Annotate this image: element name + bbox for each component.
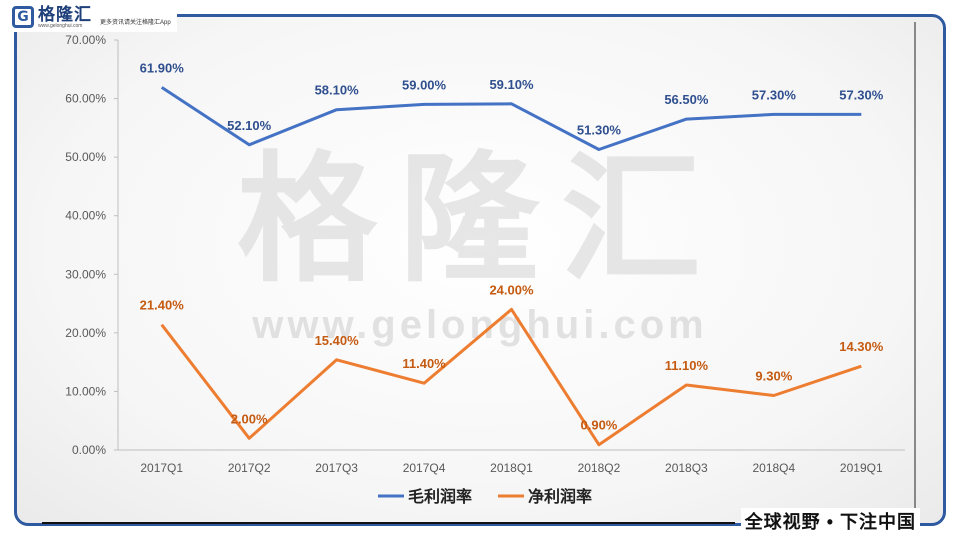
x-tick-label: 2019Q1 (840, 461, 883, 475)
legend-item: 毛利润率 (408, 487, 472, 506)
data-label: 14.30% (839, 339, 884, 354)
logo-url: www.gelonghui.com (38, 22, 83, 29)
data-label: 21.40% (140, 298, 185, 313)
data-label: 57.30% (752, 87, 797, 102)
x-tick-label: 2018Q4 (752, 461, 795, 475)
data-label: 15.40% (315, 333, 360, 348)
data-label: 58.10% (315, 83, 360, 98)
data-label: 2.00% (231, 411, 268, 426)
y-tick-label: 30.00% (65, 267, 106, 281)
x-tick-label: 2018Q1 (490, 461, 533, 475)
frame-border (14, 14, 946, 526)
data-label: 11.10% (665, 358, 709, 373)
y-tick-label: 40.00% (65, 209, 106, 223)
y-tick-label: 60.00% (65, 92, 106, 106)
y-tick-label: 10.00% (65, 384, 106, 398)
brand-logo: G 格隆汇 www.gelonghui.com 更多资讯请关注格隆汇App (8, 2, 177, 32)
data-label: 52.10% (227, 118, 272, 133)
data-label: 56.50% (664, 92, 709, 107)
y-tick-label: 70.00% (65, 33, 106, 47)
legend-item: 净利润率 (528, 487, 592, 506)
x-tick-label: 2018Q2 (578, 461, 621, 475)
x-tick-label: 2017Q3 (315, 461, 358, 475)
data-label: 57.30% (839, 87, 884, 102)
logo-name: 格隆汇 (38, 4, 92, 24)
logo-icon: G (12, 6, 34, 28)
data-label: 9.30% (755, 369, 792, 384)
data-label: 51.30% (577, 123, 622, 138)
data-label: 11.40% (402, 356, 446, 371)
x-tick-label: 2017Q2 (228, 461, 271, 475)
footer-divider (42, 522, 735, 524)
watermark-name: 格隆汇 (237, 141, 723, 298)
header-slogan: 更多资讯请关注格隆汇App (100, 20, 171, 26)
data-label: 59.00% (402, 77, 447, 92)
x-tick-label: 2018Q3 (665, 461, 708, 475)
chart-background (17, 17, 943, 523)
y-tick-label: 20.00% (65, 326, 106, 340)
y-tick-label: 0.00% (72, 443, 106, 457)
y-tick-label: 50.00% (65, 150, 106, 164)
data-label: 0.90% (581, 418, 618, 433)
x-tick-label: 2017Q4 (403, 461, 446, 475)
data-label: 61.90% (140, 60, 185, 75)
footer-slogan: 全球视野 • 下注中国 (740, 508, 920, 534)
x-tick-label: 2017Q1 (140, 461, 183, 475)
data-label: 24.00% (489, 282, 534, 297)
data-label: 59.10% (489, 77, 534, 92)
